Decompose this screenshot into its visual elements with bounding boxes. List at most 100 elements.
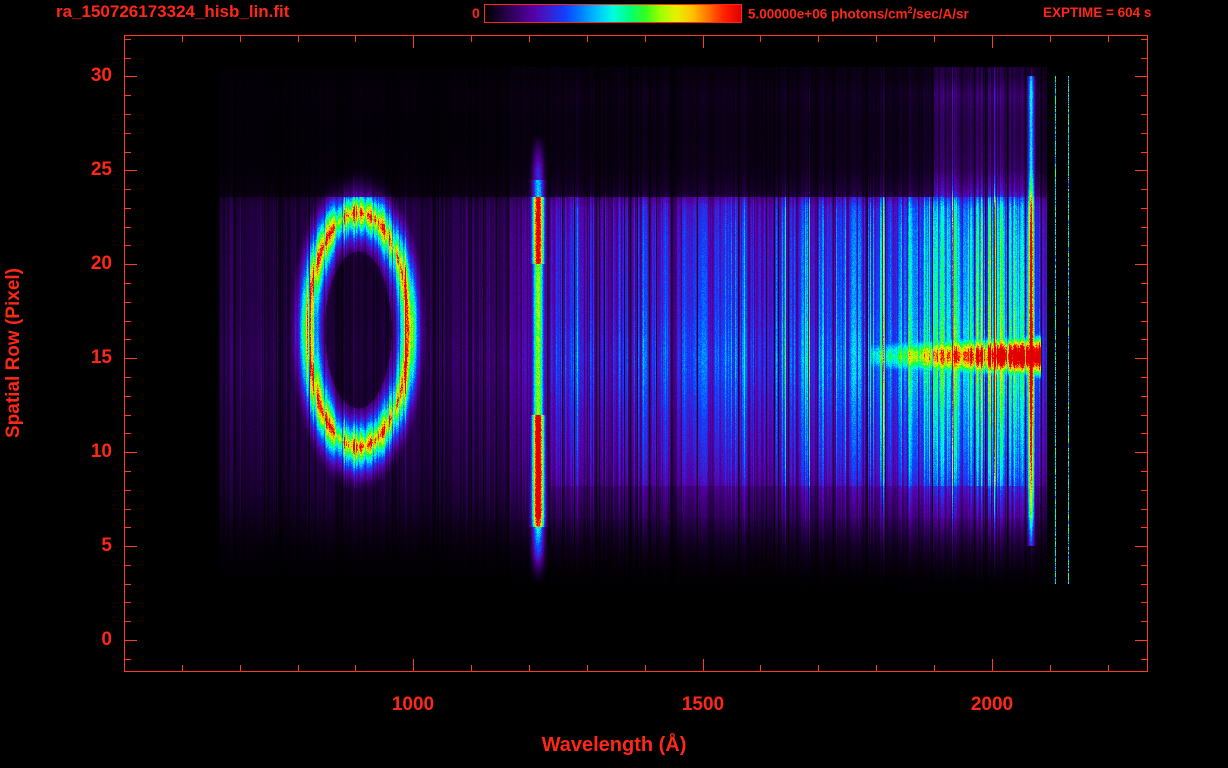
x-axis-tick — [760, 35, 761, 42]
x-axis-tick — [1050, 665, 1051, 672]
y-axis-tick — [124, 527, 131, 528]
y-axis-tick — [124, 471, 131, 472]
x-axis-tick — [703, 659, 704, 672]
y-axis-tick — [1141, 490, 1148, 491]
y-axis-tick — [1141, 527, 1148, 528]
y-axis-tick — [124, 546, 137, 547]
y-axis-tick — [1141, 321, 1148, 322]
x-axis-tick — [992, 35, 993, 48]
y-axis-tick — [124, 415, 131, 416]
y-axis-tick — [1135, 452, 1148, 453]
y-axis-tick — [124, 433, 131, 434]
y-axis-tick — [1141, 189, 1148, 190]
x-axis-tick — [934, 35, 935, 42]
x-axis-tick — [876, 35, 877, 42]
x-axis-tick — [934, 665, 935, 672]
y-axis-tick — [124, 490, 131, 491]
y-axis-tick — [124, 114, 131, 115]
x-axis-tick — [760, 665, 761, 672]
x-axis-tick — [240, 35, 241, 42]
y-axis-tick — [1141, 471, 1148, 472]
y-axis-tick — [124, 133, 131, 134]
y-axis-tick — [124, 76, 137, 77]
colorbar — [484, 4, 742, 23]
y-axis-tick — [124, 602, 131, 603]
x-axis-tick — [413, 659, 414, 672]
exposure-time-label: EXPTIME = 604 s — [1043, 5, 1152, 20]
y-axis-tick — [124, 227, 131, 228]
x-axis-tick — [471, 665, 472, 672]
y-axis-tick — [1141, 621, 1148, 622]
y-axis-tick — [1141, 283, 1148, 284]
y-tick-label: 5 — [101, 535, 112, 556]
spectrogram-image — [125, 36, 1147, 671]
y-axis-tick — [1135, 546, 1148, 547]
y-axis-tick — [124, 95, 131, 96]
y-axis-tick — [1141, 377, 1148, 378]
y-axis-tick — [124, 339, 131, 340]
x-axis-tick — [413, 35, 414, 48]
x-tick-label: 1500 — [681, 694, 725, 715]
y-tick-label: 15 — [90, 347, 112, 368]
y-axis-tick — [124, 321, 131, 322]
y-axis-tick — [1141, 396, 1148, 397]
file-title: ra_150726173324_hisb_lin.fit — [56, 2, 290, 21]
colorbar-max-label: 5.00000e+06 photons/cm2/sec/A/sr — [748, 6, 969, 21]
y-tick-label: 30 — [90, 65, 112, 86]
y-axis-tick — [124, 283, 131, 284]
y-axis-tick — [1141, 208, 1148, 209]
y-axis-tick — [1141, 245, 1148, 246]
x-axis-tick — [645, 665, 646, 672]
y-axis-tick — [1141, 602, 1148, 603]
y-axis-tick — [124, 39, 131, 40]
colorbar-units-suffix: /sec/A/sr — [912, 6, 969, 22]
y-axis-tick — [124, 509, 131, 510]
y-axis-tick — [1141, 114, 1148, 115]
y-axis-tick — [124, 189, 131, 190]
y-axis-tick — [1141, 415, 1148, 416]
y-axis-tick — [124, 358, 137, 359]
y-axis-tick — [124, 152, 131, 153]
x-axis-tick — [298, 665, 299, 672]
x-axis-tick — [182, 35, 183, 42]
y-axis-tick — [1141, 39, 1148, 40]
y-axis-tick — [1141, 339, 1148, 340]
y-axis-tick — [1141, 95, 1148, 96]
colorbar-units-exponent: 2 — [907, 5, 913, 15]
y-axis-tick — [124, 208, 131, 209]
y-axis-tick — [124, 377, 131, 378]
y-axis-tick — [1135, 264, 1148, 265]
y-axis-tick — [124, 58, 131, 59]
colorbar-units-prefix: photons/cm — [827, 6, 908, 22]
y-axis-title: Spatial Row (Pixel) — [3, 268, 24, 438]
x-tick-label: 1000 — [391, 694, 435, 715]
y-axis-tick — [1141, 659, 1148, 660]
x-axis-tick — [703, 35, 704, 48]
x-axis-tick — [471, 35, 472, 42]
x-axis-tick — [182, 665, 183, 672]
y-axis-tick — [1135, 640, 1148, 641]
y-axis-tick — [1135, 76, 1148, 77]
y-axis-tick — [124, 264, 137, 265]
y-tick-label: 25 — [90, 159, 112, 180]
x-tick-label: 2000 — [970, 694, 1014, 715]
colorbar-gradient — [485, 5, 741, 22]
y-axis-tick — [1135, 170, 1148, 171]
y-axis-tick — [1141, 133, 1148, 134]
x-axis-tick — [1050, 35, 1051, 42]
y-axis-tick — [124, 621, 131, 622]
y-axis-tick — [1141, 509, 1148, 510]
x-axis-tick — [355, 665, 356, 672]
x-axis-tick — [587, 35, 588, 42]
y-axis-tick — [124, 170, 137, 171]
y-axis-tick — [124, 659, 131, 660]
y-axis-tick — [1141, 302, 1148, 303]
colorbar-max-value: 5.00000e+06 — [748, 6, 828, 22]
y-axis-tick — [124, 396, 131, 397]
x-axis-tick — [876, 665, 877, 672]
y-tick-label: 0 — [101, 629, 112, 650]
y-axis-tick — [1141, 58, 1148, 59]
y-axis-tick — [1141, 152, 1148, 153]
x-axis-tick — [587, 665, 588, 672]
